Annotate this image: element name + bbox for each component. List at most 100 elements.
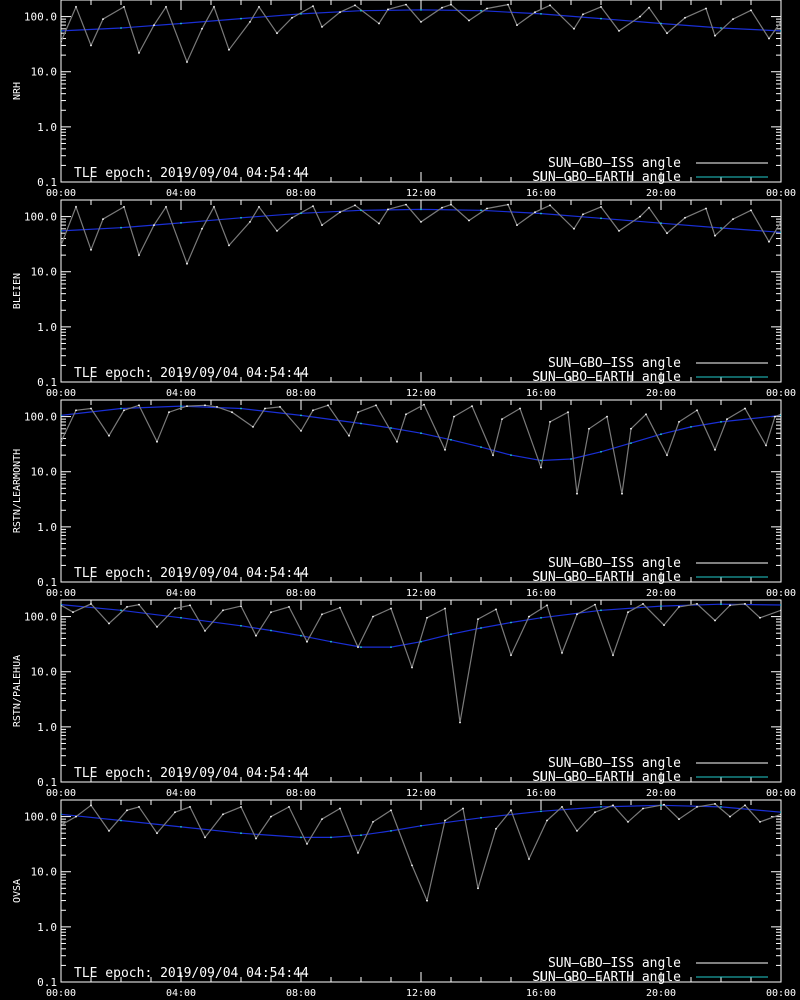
data-point-earth [450, 438, 452, 441]
data-point-iss [61, 40, 62, 43]
data-point-iss [354, 4, 356, 7]
series-line-iss [61, 403, 781, 494]
data-point-earth [61, 813, 62, 816]
data-point-iss [507, 203, 509, 206]
data-point-earth [660, 22, 662, 25]
data-point-iss [732, 218, 734, 221]
data-point-earth [300, 13, 302, 15]
y-tick-label: 100.0 [24, 11, 57, 24]
data-point-iss [240, 806, 242, 808]
chart-panel-1: 0.1 1.0 10.0 100.0 00:00 04:00 08:00 12:00 16:00… [12, 199, 796, 399]
data-point-iss [61, 244, 62, 247]
data-point-earth [570, 458, 572, 460]
data-point-iss [714, 34, 716, 37]
data-point-iss [390, 809, 392, 812]
x-tick-label: 04:00 [166, 388, 196, 399]
data-point-iss [411, 666, 413, 669]
data-point-earth [120, 819, 122, 822]
data-point-earth [240, 832, 242, 835]
data-point-earth [600, 217, 602, 220]
data-point-iss [759, 616, 761, 619]
y-axis-label: BLEIEN [12, 273, 23, 309]
data-point-iss [765, 444, 767, 447]
data-point-earth [600, 17, 602, 20]
data-point-iss [645, 413, 647, 416]
data-point-iss [732, 18, 734, 20]
plot-frame [60, 599, 782, 783]
data-point-iss [411, 864, 413, 867]
data-point-iss [255, 837, 257, 840]
data-point-iss [696, 806, 698, 808]
data-point-iss [576, 830, 578, 832]
data-point-iss [714, 803, 716, 805]
x-tick-label: 00:00 [46, 188, 76, 199]
data-point-iss [516, 24, 518, 26]
data-point-iss [339, 606, 341, 609]
y-tick-label: 10.0 [31, 66, 58, 79]
data-point-iss [339, 211, 341, 214]
y-tick-label: 100.0 [24, 211, 57, 224]
data-point-iss [639, 215, 641, 218]
y-tick-label: 100.0 [24, 611, 57, 624]
y-tick-label: 0.1 [37, 576, 57, 589]
x-tick-label: 00:00 [766, 988, 796, 999]
data-point-iss [375, 404, 377, 407]
data-point-iss [378, 22, 380, 25]
data-point-iss [648, 206, 650, 209]
data-point-earth [600, 609, 602, 612]
series-line-iss [61, 203, 781, 266]
data-point-iss [663, 803, 665, 806]
data-point-iss [405, 203, 407, 206]
x-tick-label: 16:00 [526, 788, 556, 799]
data-point-iss [534, 11, 536, 14]
data-point-iss [468, 19, 470, 22]
data-point-earth [360, 646, 362, 648]
data-point-iss [174, 607, 176, 610]
x-tick-label: 08:00 [286, 988, 316, 999]
data-point-earth [61, 603, 62, 606]
data-point-iss [291, 16, 293, 19]
data-point-iss [204, 630, 206, 632]
data-point-iss [780, 221, 781, 223]
data-point-iss [549, 4, 551, 7]
data-point-iss [750, 209, 752, 212]
y-axis-label: RSTN/LEARMONTH [12, 449, 23, 533]
data-point-iss [486, 207, 488, 210]
legend-label: SUN–GBO–EARTH angle [532, 370, 681, 385]
data-point-earth [660, 433, 662, 436]
data-point-iss [189, 604, 191, 607]
data-point-iss [186, 405, 188, 407]
data-point-iss [705, 207, 707, 210]
data-point-iss [495, 608, 497, 611]
data-point-iss [258, 6, 260, 8]
data-point-earth [720, 27, 722, 29]
data-point-iss [477, 618, 479, 620]
data-point-earth [240, 216, 242, 219]
data-point-earth [780, 811, 781, 814]
data-point-iss [156, 626, 158, 628]
data-point-iss [501, 418, 503, 420]
data-point-iss [444, 819, 446, 822]
data-point-iss [642, 807, 644, 810]
data-point-iss [276, 230, 278, 232]
tle-epoch-text: TLE epoch: 2019/09/04 04:54:44 [74, 766, 309, 781]
x-tick-label: 16:00 [526, 188, 556, 199]
y-axis-label: RSTN/PALEHUA [12, 655, 23, 727]
data-point-earth [240, 407, 242, 410]
legend-label: SUN–GBO–EARTH angle [532, 570, 681, 585]
data-point-earth [240, 624, 242, 627]
data-point-earth [480, 627, 482, 629]
data-point-iss [696, 409, 698, 412]
x-tick-label: 04:00 [166, 788, 196, 799]
data-point-iss [582, 213, 584, 216]
data-point-iss [729, 815, 731, 818]
data-point-iss [279, 406, 281, 408]
x-tick-label: 00:00 [46, 588, 76, 599]
data-point-iss [222, 813, 224, 816]
data-point-earth [180, 826, 182, 828]
y-tick-label: 1.0 [37, 121, 57, 134]
data-point-iss [780, 21, 781, 23]
series-line-iss [61, 603, 781, 723]
data-point-iss [153, 24, 155, 26]
x-tick-label: 20:00 [646, 988, 676, 999]
